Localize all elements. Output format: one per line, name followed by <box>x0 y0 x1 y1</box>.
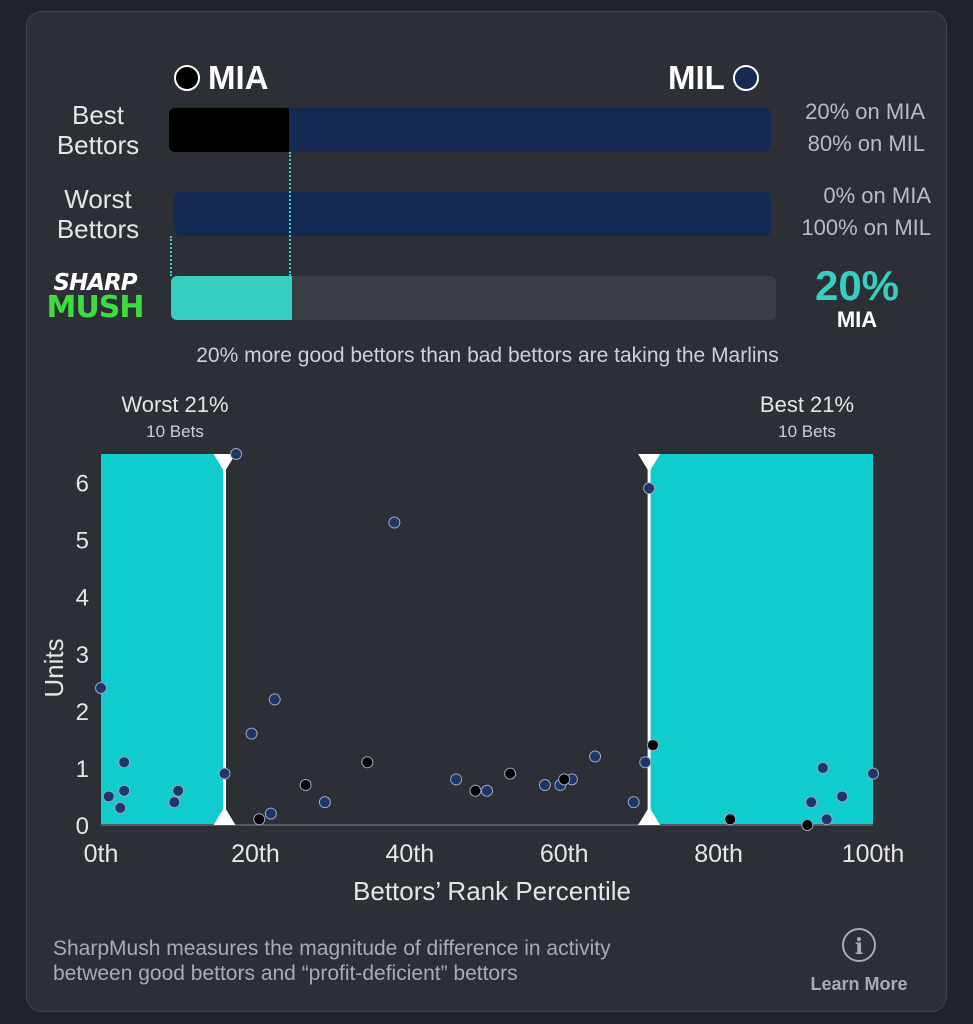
y-tick-label: 4 <box>76 585 89 612</box>
point-mil-16 <box>538 779 551 792</box>
learn-more-button[interactable]: i Learn More <box>799 928 919 995</box>
best-bettors-label-line1: Best <box>71 100 125 130</box>
point-mia-0 <box>253 813 266 826</box>
point-mil-11 <box>268 693 281 706</box>
y-tick-label: 6 <box>76 471 89 498</box>
x-tick-label: 0th <box>84 840 119 868</box>
point-mia-5 <box>558 773 571 786</box>
point-mil-2 <box>114 801 127 814</box>
point-mil-21 <box>639 756 652 769</box>
team-left-header: MIA <box>174 59 269 97</box>
point-mil-5 <box>168 796 181 809</box>
point-mil-4 <box>118 784 131 797</box>
x-tick-label: 100th <box>842 840 905 868</box>
point-mil-12 <box>318 796 331 809</box>
sharpmush-team: MIA <box>836 307 878 332</box>
sharpmush-bar <box>171 276 776 320</box>
worst-bettors-mil-pct: 100% on MIL <box>801 215 931 240</box>
footer-description: SharpMush measures the magnitude of diff… <box>53 936 773 986</box>
point-mil-19 <box>589 750 602 763</box>
worst-bettors-label: Worst Bettors <box>33 184 163 244</box>
mil-dot-icon <box>732 65 759 91</box>
info-icon: i <box>842 928 876 962</box>
sharpmush-card: MIA MIL Best Bettors 20% on MIA 80% on M… <box>26 11 947 1012</box>
worst-bettors-bar <box>174 192 771 236</box>
best-bettors-label-line2: Bettors <box>56 130 140 160</box>
point-mil-0 <box>95 682 107 695</box>
sharpmush-fill <box>171 276 292 320</box>
team-left-name: MIA <box>208 59 269 96</box>
y-axis-label: Units <box>39 638 69 697</box>
point-mil-10 <box>264 807 277 820</box>
highlight-region-0 <box>101 454 225 825</box>
best-bettors-mia-pct: 20% on MIA <box>805 99 925 124</box>
best-region-label: Best 21% <box>759 392 855 417</box>
point-mia-1 <box>299 779 312 792</box>
x-axis-label: Bettors’ Rank Percentile <box>353 876 631 906</box>
y-tick-label: 2 <box>76 699 89 726</box>
sharpmush-logo-line2: MUSH <box>46 290 145 325</box>
point-mil-8 <box>230 448 243 460</box>
worst-bettors-mia-pct: 0% on MIA <box>823 183 931 208</box>
units-scatter-chart: 0 1 2 3 4 5 6 0th 20th 40th 60th 80th 100th Bettors… <box>39 448 905 906</box>
best-bettors-bar <box>169 108 771 152</box>
point-mil-9 <box>245 727 258 740</box>
point-mil-13 <box>388 516 401 529</box>
best-guide-line <box>289 152 291 276</box>
sharpmush-value: 20% <box>814 262 900 309</box>
point-mia-4 <box>504 767 517 780</box>
worst-region-sublabel: 10 Bets <box>146 422 204 441</box>
x-tick-label: 60th <box>540 840 589 868</box>
point-mia-3 <box>469 784 482 797</box>
region-handle-0[interactable] <box>213 454 236 825</box>
team-right-name: MIL <box>668 59 725 96</box>
footer-line2: between good bettors and “profit-deficie… <box>53 962 518 985</box>
footer-line1: SharpMush measures the magnitude of diff… <box>53 937 611 960</box>
x-tick-label: 80th <box>694 840 743 868</box>
point-mia-6 <box>646 739 659 752</box>
point-mil-14 <box>450 773 463 786</box>
x-tick-label: 20th <box>231 840 280 868</box>
point-mil-22 <box>643 482 656 495</box>
sharpmush-logo: SHARP MUSH <box>35 270 155 325</box>
point-mil-27 <box>867 767 879 780</box>
point-mil-3 <box>118 756 131 769</box>
point-mil-1 <box>102 790 115 803</box>
point-mil-20 <box>627 796 640 809</box>
point-mil-25 <box>820 813 833 826</box>
y-tick-label: 3 <box>76 642 89 669</box>
point-mia-7 <box>724 813 737 826</box>
worst-bettors-label-line2: Bettors <box>56 214 140 244</box>
best-bettors-pct: 20% on MIA 80% on MIL <box>727 96 925 160</box>
sharpmush-logo-line1: SHARP <box>53 270 137 296</box>
point-mil-6 <box>172 784 185 797</box>
worst-bettors-pct: 0% on MIA 100% on MIL <box>727 180 931 244</box>
worst-region-label: Worst 21% <box>121 392 229 417</box>
mia-dot-icon <box>174 65 200 91</box>
best-bettors-mia-fill <box>169 108 290 152</box>
worst-guide-line <box>170 236 172 276</box>
y-tick-label: 0 <box>76 813 89 840</box>
team-right-header: MIL <box>668 59 759 97</box>
point-mia-2 <box>361 756 374 769</box>
best-bettors-mil-pct: 80% on MIL <box>807 131 925 156</box>
sharpmush-summary: 20% more good bettors than bad bettors a… <box>196 344 779 367</box>
point-mil-24 <box>816 761 829 774</box>
worst-bettors-label-line1: Worst <box>64 184 132 214</box>
point-mia-8 <box>801 819 814 831</box>
point-mil-23 <box>805 796 818 809</box>
x-tick-label: 40th <box>385 840 434 868</box>
best-bettors-label: Best Bettors <box>33 100 163 160</box>
point-mil-15 <box>481 784 493 797</box>
learn-more-label: Learn More <box>810 974 908 994</box>
y-tick-label: 5 <box>76 528 89 555</box>
point-mil-7 <box>218 767 231 780</box>
highlight-region-1 <box>649 454 873 825</box>
point-mil-26 <box>836 790 849 803</box>
y-tick-label: 1 <box>76 756 89 783</box>
best-region-sublabel: 10 Bets <box>778 422 836 441</box>
